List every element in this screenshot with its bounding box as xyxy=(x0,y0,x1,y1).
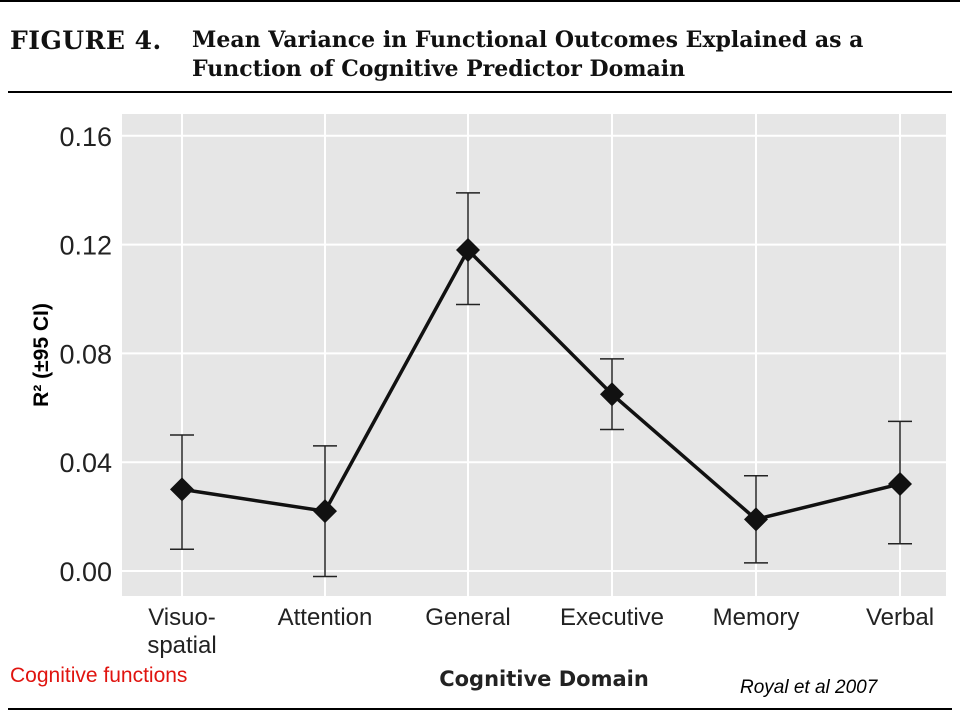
header-divider xyxy=(8,91,952,93)
data-point-marker xyxy=(313,499,337,524)
y-tick-label: 0.08 xyxy=(59,339,112,369)
data-point-marker xyxy=(456,238,480,263)
x-tick-label: Visuo-spatial xyxy=(147,604,216,659)
data-point-marker xyxy=(600,382,624,407)
figure-label: FIGURE 4. xyxy=(10,26,162,55)
annotation-cognitive-functions: Cognitive functions xyxy=(10,664,188,687)
series-line xyxy=(181,248,901,522)
x-tick-label: Attention xyxy=(278,604,373,631)
data-series xyxy=(170,238,912,532)
y-axis-label: R² (±95 CI) xyxy=(30,303,53,407)
figure-title: Mean Variance in Functional Outcomes Exp… xyxy=(192,27,864,82)
data-point-marker xyxy=(888,471,912,496)
citation: Royal et al 2007 xyxy=(740,677,878,698)
x-axis: Visuo-spatial Attention General Executive Me… xyxy=(147,604,934,659)
y-axis: 0.00 0.04 0.08 0.12 0.16 xyxy=(59,122,112,587)
x-tick-label: General xyxy=(425,604,510,631)
plot-area xyxy=(122,114,946,596)
x-tick-label: Executive xyxy=(560,604,664,631)
y-tick-label: 0.00 xyxy=(59,557,112,587)
figure-header: FIGURE 4. Mean Variance in Functional Ou… xyxy=(0,0,960,94)
x-axis-label: Cognitive Domain xyxy=(439,667,649,691)
y-tick-label: 0.16 xyxy=(59,122,112,152)
x-tick-label: Memory xyxy=(713,604,800,631)
footer-divider xyxy=(8,708,952,710)
y-tick-label: 0.04 xyxy=(59,448,112,478)
x-tick-label: Verbal xyxy=(866,604,934,631)
y-tick-label: 0.12 xyxy=(59,231,112,261)
data-point-marker xyxy=(170,477,194,502)
data-point-marker xyxy=(744,507,768,532)
